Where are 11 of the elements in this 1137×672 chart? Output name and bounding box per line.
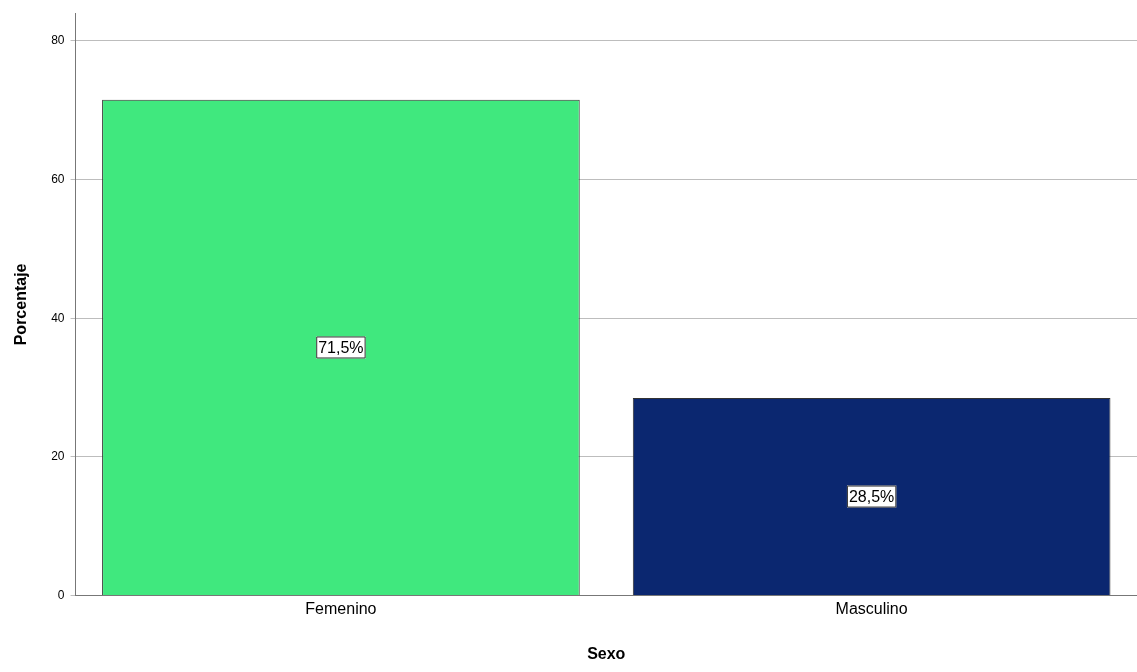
y-tick-label: 80 <box>51 33 65 48</box>
y-tick-label: 20 <box>51 449 65 464</box>
data-label: 28,5% <box>848 487 895 505</box>
x-axis-title: Sexo <box>587 644 626 662</box>
y-axis-title: Porcentaje <box>12 263 30 346</box>
y-tick-label: 0 <box>57 587 65 602</box>
y-tick-label: 40 <box>51 310 65 325</box>
y-tick-label: 60 <box>51 171 65 186</box>
data-label: 71,5% <box>318 338 364 356</box>
x-tick-label: Masculino <box>835 599 908 617</box>
x-tick-label: Femenino <box>305 599 377 617</box>
